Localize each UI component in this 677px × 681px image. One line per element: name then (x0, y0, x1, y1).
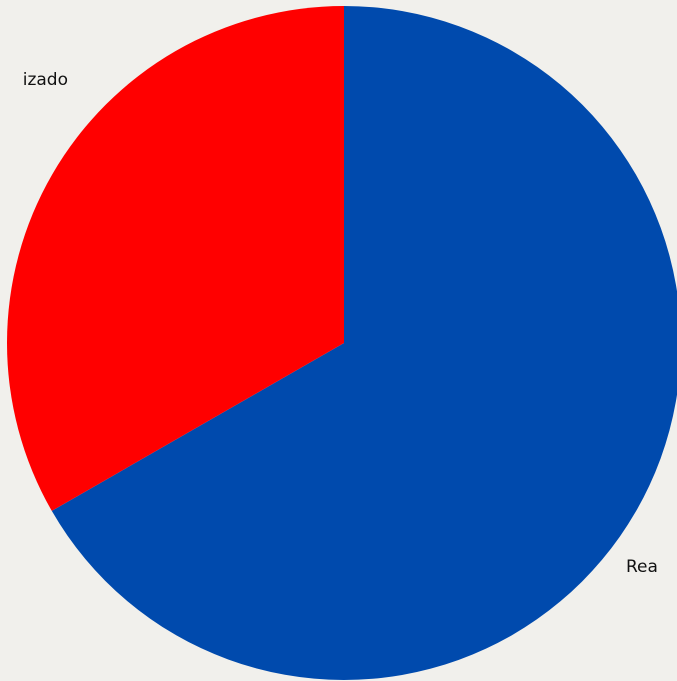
slice-label: izado (23, 70, 68, 90)
pie-slice (51, 6, 677, 680)
pie-slice (6, 6, 345, 511)
slice-label: Rea (626, 557, 658, 577)
